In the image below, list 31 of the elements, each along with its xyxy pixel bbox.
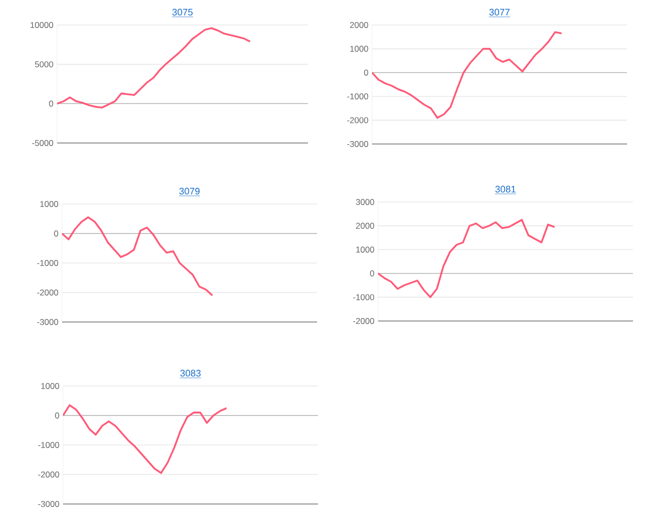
y-tick-label: 10000 (30, 22, 54, 28)
y-tick-label: -3000 (38, 501, 60, 507)
y-tick-label: 0 (55, 412, 60, 418)
y-tick-label: -2000 (347, 117, 368, 124)
y-tick-label: 2000 (350, 22, 368, 28)
y-tick-label: -2000 (38, 472, 60, 478)
chart-title: 3077 (489, 8, 510, 16)
y-tick-label: 1000 (41, 383, 60, 389)
y-tick-label: -1000 (37, 260, 58, 266)
y-tick-label: 2000 (356, 222, 374, 229)
y-tick-label: 1000 (356, 246, 374, 253)
y-tick-label: -1000 (38, 442, 60, 448)
y-tick-label: 0 (54, 230, 58, 236)
y-tick-label: -3000 (37, 319, 58, 325)
y-tick-label: -3000 (347, 141, 368, 147)
y-tick-label: 1000 (350, 46, 368, 52)
y-tick-label: 0 (364, 70, 368, 76)
chart-title: 3079 (179, 188, 200, 195)
y-tick-label: 3000 (356, 199, 374, 205)
y-tick-label: -1000 (347, 93, 368, 100)
y-tick-label: 1000 (40, 201, 58, 207)
y-tick-label: 5000 (34, 61, 54, 68)
y-tick-label: -1000 (353, 294, 374, 300)
chart-title: 3075 (172, 8, 193, 16)
y-tick-label: -2000 (37, 290, 58, 296)
y-tick-label: 0 (49, 100, 54, 107)
y-tick-label: -5000 (32, 140, 54, 146)
y-tick-label: 0 (370, 270, 374, 276)
chart-title: 3081 (495, 186, 516, 193)
chart-title: 3083 (180, 370, 201, 377)
y-tick-label: -2000 (353, 318, 374, 324)
